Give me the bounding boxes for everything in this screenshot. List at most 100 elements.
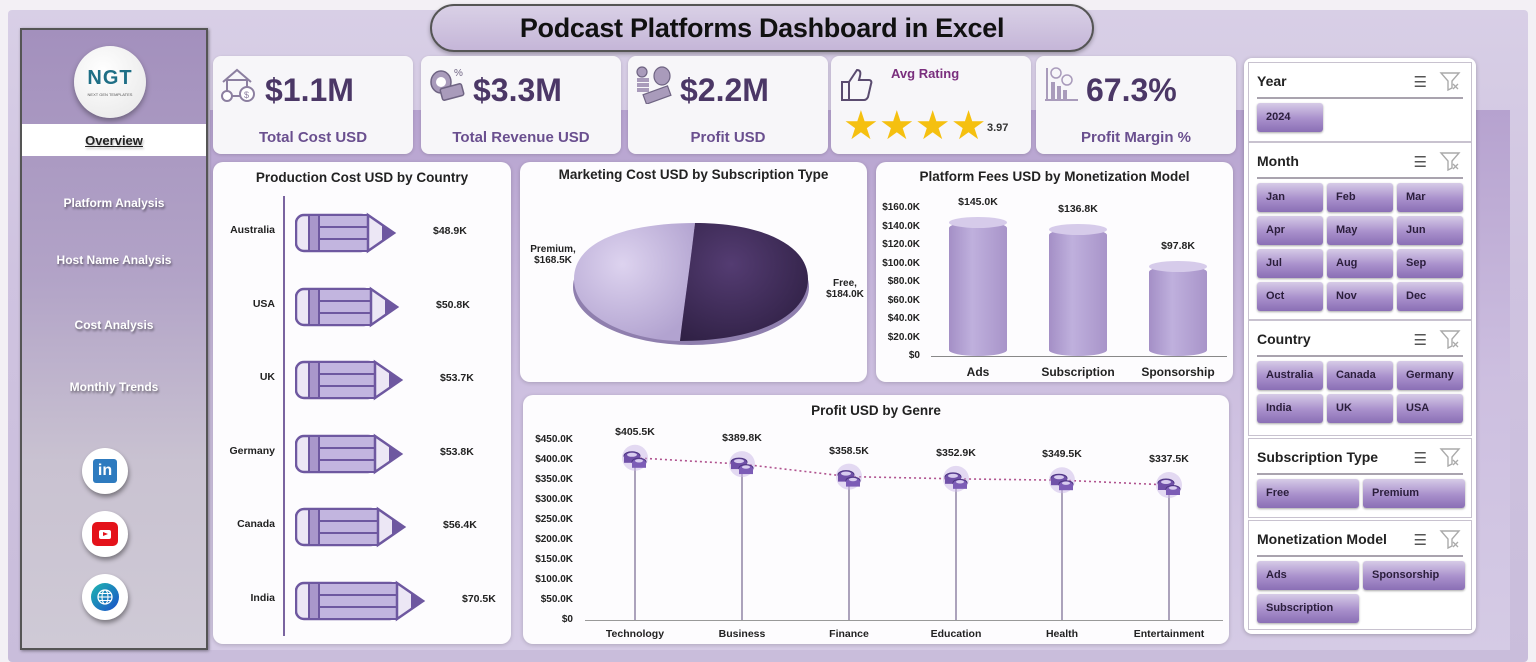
platform-fees-chart: Platform Fees USD by Monetization Model … bbox=[876, 162, 1233, 382]
y-tick-label: $140.0K bbox=[882, 220, 920, 232]
cylinder-bar[interactable] bbox=[949, 216, 1007, 356]
slicer-item-2024[interactable]: 2024 bbox=[1257, 103, 1323, 132]
slicer-item-jan[interactable]: Jan bbox=[1257, 183, 1323, 212]
coins-marker-icon[interactable] bbox=[943, 465, 969, 492]
slicer-item-apr[interactable]: Apr bbox=[1257, 216, 1323, 245]
cylinder-bar[interactable] bbox=[1149, 260, 1207, 356]
y-tick-label: $0 bbox=[561, 614, 573, 625]
pencil-bar[interactable] bbox=[295, 359, 425, 401]
pie-chart bbox=[573, 223, 809, 345]
pencil-bar[interactable] bbox=[295, 212, 418, 254]
slicer-item-jun[interactable]: Jun bbox=[1397, 216, 1463, 245]
star-icons: ★★★★ bbox=[843, 104, 987, 148]
youtube-button[interactable] bbox=[82, 511, 128, 557]
pencil-bar[interactable] bbox=[295, 286, 421, 328]
pie-slice-premium[interactable] bbox=[574, 223, 695, 341]
slicer-item-jul[interactable]: Jul bbox=[1257, 249, 1323, 278]
sidebar-item-cost-analysis[interactable]: Cost Analysis bbox=[74, 318, 154, 332]
slicer-item-oct[interactable]: Oct bbox=[1257, 282, 1323, 311]
slicer-item-aug[interactable]: Aug bbox=[1327, 249, 1393, 278]
ngt-logo[interactable]: NGT NEXT GEN TEMPLATES bbox=[74, 46, 146, 118]
coins-marker-icon[interactable] bbox=[1156, 472, 1182, 498]
data-label: $70.5K bbox=[462, 592, 496, 605]
category-label: UK bbox=[259, 371, 275, 383]
x-tick-label: Finance bbox=[829, 628, 869, 640]
slicer-item-may[interactable]: May bbox=[1327, 216, 1393, 245]
slicer-title: Country bbox=[1257, 331, 1311, 347]
sidebar-item-monthly-trends[interactable]: Monthly Trends bbox=[69, 380, 159, 394]
multi-select-icon[interactable]: ☰ bbox=[1413, 154, 1427, 171]
slicer-item-canada[interactable]: Canada bbox=[1327, 361, 1393, 390]
clear-filter-icon[interactable] bbox=[1439, 529, 1461, 549]
slicer-month: Month ☰ Jan Feb Mar Apr May Jun Jul Aug Sep Oct Nov D… bbox=[1248, 142, 1472, 320]
slicer-item-free[interactable]: Free bbox=[1257, 479, 1359, 508]
x-tick-label: Entertainment bbox=[1133, 628, 1205, 640]
slicer-item-feb[interactable]: Feb bbox=[1327, 183, 1393, 212]
sidebar-item-host-name-analysis[interactable]: Host Name Analysis bbox=[56, 253, 172, 267]
y-tick-label: $50.0K bbox=[540, 594, 573, 605]
multi-select-icon[interactable]: ☰ bbox=[1413, 450, 1427, 467]
clear-filter-icon[interactable] bbox=[1439, 447, 1461, 467]
pencil-bar[interactable] bbox=[295, 433, 425, 475]
multi-select-icon[interactable]: ☰ bbox=[1413, 74, 1427, 91]
slicer-item-sep[interactable]: Sep bbox=[1397, 249, 1463, 278]
kpi-value: $3.3M bbox=[473, 72, 562, 108]
pencil-bar[interactable] bbox=[295, 506, 428, 548]
y-tick-label: $160.0K bbox=[882, 202, 920, 213]
kpi-value: $2.2M bbox=[680, 72, 769, 108]
slicer-year: Year ☰ 2024 bbox=[1248, 62, 1472, 142]
rating-label: Avg Rating bbox=[891, 66, 960, 81]
cylinder-bar[interactable] bbox=[1049, 224, 1107, 356]
x-tick-label: Health bbox=[1045, 628, 1079, 640]
multi-select-icon[interactable]: ☰ bbox=[1413, 332, 1427, 349]
profit-line bbox=[622, 444, 1182, 620]
data-label: $97.8K bbox=[1161, 239, 1195, 252]
house-money-icon: $ bbox=[221, 68, 255, 102]
y-tick-label: $300.0K bbox=[535, 494, 573, 505]
coins-marker-icon[interactable] bbox=[836, 463, 862, 490]
slicer-item-australia[interactable]: Australia bbox=[1257, 361, 1323, 390]
clear-filter-icon[interactable] bbox=[1439, 329, 1461, 349]
slicer-item-mar[interactable]: Mar bbox=[1397, 183, 1463, 212]
chart-title: Production Cost USD by Country bbox=[255, 170, 469, 185]
x-tick-label: Education bbox=[930, 628, 982, 640]
rating-stars: ★★★★ bbox=[843, 106, 986, 146]
slicer-item-uk[interactable]: UK bbox=[1327, 394, 1393, 423]
pie-slice-free[interactable] bbox=[680, 223, 808, 341]
slicer-item-ads[interactable]: Ads bbox=[1257, 561, 1359, 590]
sidebar-item-platform-analysis[interactable]: Platform Analysis bbox=[63, 196, 165, 210]
coins-marker-icon[interactable] bbox=[622, 444, 648, 471]
coins-marker-icon[interactable] bbox=[729, 451, 755, 478]
category-label: Canada bbox=[237, 518, 275, 530]
slicer-item-sponsorship[interactable]: Sponsorship bbox=[1363, 561, 1465, 590]
linkedin-button[interactable]: in bbox=[82, 448, 128, 494]
clear-filter-icon[interactable] bbox=[1439, 71, 1461, 91]
svg-text:$: $ bbox=[244, 90, 249, 100]
sidebar-item-overview[interactable]: Overview bbox=[22, 124, 206, 156]
slicer-divider bbox=[1257, 97, 1463, 99]
data-label: $136.8K bbox=[1058, 203, 1098, 216]
slicer-item-nov[interactable]: Nov bbox=[1327, 282, 1393, 311]
clear-filter-icon[interactable] bbox=[1439, 151, 1461, 171]
sidebar-item-label: Overview bbox=[85, 132, 143, 148]
slicer-item-dec[interactable]: Dec bbox=[1397, 282, 1463, 311]
x-tick-label: Business bbox=[718, 628, 766, 640]
slicer-item-usa[interactable]: USA bbox=[1397, 394, 1463, 423]
slicer-item-premium[interactable]: Premium bbox=[1363, 479, 1465, 508]
x-tick-label: Ads bbox=[966, 365, 990, 379]
slicer-item-india[interactable]: India bbox=[1257, 394, 1323, 423]
data-label-premium: Premium, $168.5K bbox=[530, 244, 576, 266]
kpi-label: Profit USD bbox=[690, 129, 766, 146]
pencil-bar[interactable] bbox=[295, 580, 447, 622]
slicer-item-germany[interactable]: Germany bbox=[1397, 361, 1463, 390]
slicer-item-subscription[interactable]: Subscription bbox=[1257, 594, 1359, 623]
kpi-avg-rating: Avg Rating ★★★★ 3.97 bbox=[831, 56, 1031, 154]
kpi-value: 67.3% bbox=[1086, 72, 1177, 108]
x-tick-label: Technology bbox=[605, 628, 665, 640]
slicer-title: Year bbox=[1257, 73, 1287, 89]
website-button[interactable] bbox=[82, 574, 128, 620]
coins-marker-icon[interactable] bbox=[1049, 467, 1075, 494]
chart-title: Platform Fees USD by Monetization Model bbox=[919, 169, 1190, 184]
data-label: $48.9K bbox=[433, 225, 467, 237]
multi-select-icon[interactable]: ☰ bbox=[1413, 532, 1427, 549]
